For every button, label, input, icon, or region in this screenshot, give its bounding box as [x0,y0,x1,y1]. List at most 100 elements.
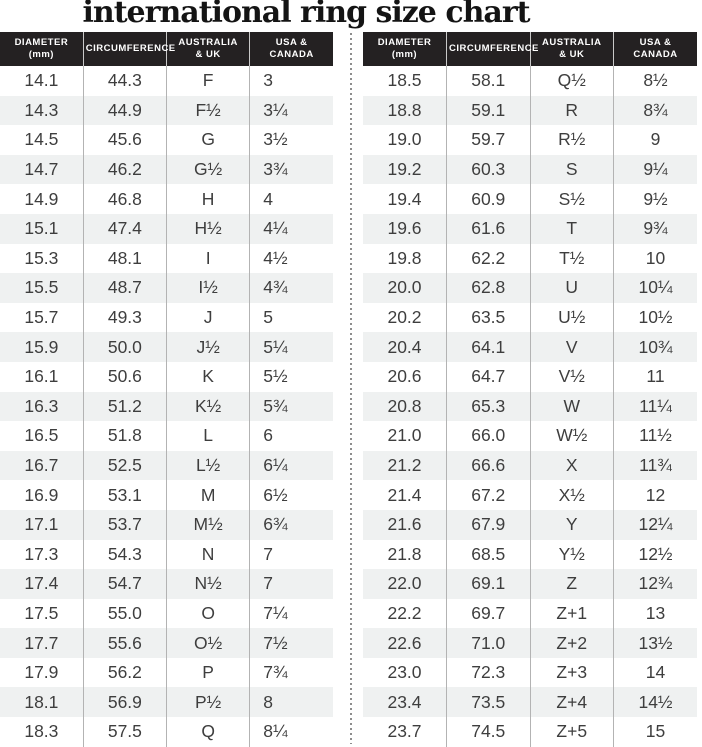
cell-australia-uk: X [530,450,614,481]
header-row: DIAMETER (mm) CIRCUMFERENCE AUSTRALIA & UK US… [0,32,333,66]
ring-size-table-left: DIAMETER (mm) CIRCUMFERENCE AUSTRALIA & UK US… [0,32,333,747]
cell-diameter: 20.4 [363,332,447,362]
table-row: 15.7 49.3 J 5 [0,302,333,333]
table-row: 22.6 71.0 Z+2 13½ [363,628,697,658]
ring-size-table-right: DIAMETER (mm) CIRCUMFERENCE AUSTRALIA & UK US… [363,32,697,747]
cell-australia-uk: I½ [166,273,251,303]
cell-usa-canada: 5½ [263,366,288,387]
cell-usa-canada: 7 [249,569,333,599]
cell-australia-uk: T [530,213,614,244]
table-row: 23.7 74.5 Z+5 15 [363,717,697,747]
cell-australia-uk: N [166,539,251,570]
table-row: 18.5 58.1 Q½ 8½ [363,66,697,96]
cell-diameter: 21.2 [363,450,447,481]
cell-circumference: 55.6 [83,628,168,658]
cell-australia-uk: J½ [166,332,251,362]
cell-circumference: 54.7 [83,569,168,599]
column-header-diameter: DIAMETER (mm) [0,32,84,66]
cell-usa-canada: 6¼ [249,450,333,481]
cell-diameter: 19.8 [363,243,447,274]
cell-diameter: 23.4 [363,687,447,718]
table-row: 23.4 73.5 Z+4 14½ [363,687,697,718]
column-header-australia-uk: AUSTRALIA & UK [166,32,251,66]
cell-diameter: 17.9 [0,657,84,688]
cell-australia-uk: Y [530,509,614,540]
cell-diameter: 19.4 [363,184,447,214]
table-row: 19.6 61.6 T 9¾ [363,213,697,244]
cell-usa-canada: 10½ [638,307,673,328]
cell-diameter: 14.3 [0,95,84,126]
cell-diameter: 14.7 [0,154,84,185]
column-header-usa-canada: USA & CANADA [249,32,333,66]
table-row: 21.4 67.2 X½ 12 [363,480,697,510]
header-row: DIAMETER (mm) CIRCUMFERENCE AUSTRALIA & UK US… [363,32,697,66]
cell-circumference: 73.5 [446,687,531,718]
cell-australia-uk: Q½ [530,66,614,96]
table-row: 17.9 56.2 P 7¾ [0,657,333,688]
table-row: 14.1 44.3 F 3 [0,66,333,96]
cell-circumference: 61.6 [446,213,531,244]
table-row: 19.2 60.3 S 9¼ [363,154,697,185]
table-row: 20.0 62.8 U 10¼ [363,273,697,303]
cell-circumference: 64.7 [446,361,531,392]
table-body: 14.1 44.3 F 3 14.3 44.9 F½ 3¼ 14.5 45.6 G 3½ 14.7 46.… [0,66,333,747]
table-row: 16.9 53.1 M 6½ [0,480,333,510]
cell-diameter: 22.2 [363,598,447,629]
column-header-circumference: CIRCUMFERENCE [446,32,538,66]
column-header-diameter: DIAMETER (mm) [363,32,447,66]
cell-australia-uk: U½ [530,302,614,333]
table-header: DIAMETER (mm) CIRCUMFERENCE AUSTRALIA & UK US… [363,32,697,66]
cell-circumference: 56.2 [83,657,168,688]
cell-usa-canada: 10¾ [613,332,697,362]
table-row: 17.4 54.7 N½ 7 [0,569,333,599]
cell-circumference: 48.1 [83,243,168,274]
table-row: 21.2 66.6 X 11¾ [363,450,697,481]
table-row: 17.1 53.7 M½ 6¾ [0,509,333,540]
table-row: 15.1 47.4 H½ 4¼ [0,213,333,244]
table-row: 14.7 46.2 G½ 3¾ [0,154,333,185]
cell-usa-canada: 8½ [643,70,668,91]
cell-usa-canada: 5 [263,307,273,328]
cell-australia-uk: N½ [166,569,251,599]
cell-circumference: 65.3 [446,391,531,422]
cell-diameter: 21.0 [363,421,447,451]
cell-circumference: 44.9 [83,95,168,126]
cell-diameter: 21.4 [363,480,447,510]
cell-australia-uk: F½ [166,95,251,126]
cell-australia-uk: X½ [530,480,614,510]
cell-circumference: 49.3 [83,302,168,333]
table-row: 16.1 50.6 K 5½ [0,361,333,392]
cell-circumference: 50.0 [83,332,168,362]
cell-australia-uk: Z+1 [530,598,614,629]
cell-diameter: 21.6 [363,509,447,540]
cell-usa-canada: 7½ [249,628,333,658]
ring-size-table-right-wrap: DIAMETER (mm) CIRCUMFERENCE AUSTRALIA & UK US… [363,32,697,747]
cell-usa-canada: 9¾ [613,213,697,244]
table-row: 14.3 44.9 F½ 3¼ [0,95,333,126]
table-row: 21.0 66.0 W½ 11½ [363,421,697,451]
cell-australia-uk: Z+5 [530,717,614,747]
cell-circumference: 59.1 [446,95,531,126]
table-row: 23.0 72.3 Z+3 14 [363,657,697,688]
cell-diameter: 16.5 [0,421,84,451]
cell-australia-uk: H½ [166,213,251,244]
cell-diameter: 15.9 [0,332,84,362]
cell-usa-canada: 12¾ [613,569,697,599]
cell-usa-canada: 3 [263,70,273,91]
table-row: 14.5 45.6 G 3½ [0,125,333,155]
table-row: 19.8 62.2 T½ 10 [363,243,697,274]
cell-diameter: 16.3 [0,391,84,422]
cell-australia-uk: M½ [166,509,251,540]
cell-australia-uk: P [166,657,251,688]
cell-australia-uk: G [166,125,251,155]
cell-australia-uk: F [166,66,251,96]
column-header-circumference: CIRCUMFERENCE [83,32,175,66]
cell-australia-uk: Y½ [530,539,614,570]
cell-usa-canada: 12 [645,484,666,505]
cell-circumference: 53.7 [83,509,168,540]
cell-diameter: 23.0 [363,657,447,688]
cell-diameter: 17.4 [0,569,84,599]
cell-diameter: 20.0 [363,273,447,303]
cell-australia-uk: M [166,480,251,510]
cell-diameter: 15.3 [0,243,84,274]
